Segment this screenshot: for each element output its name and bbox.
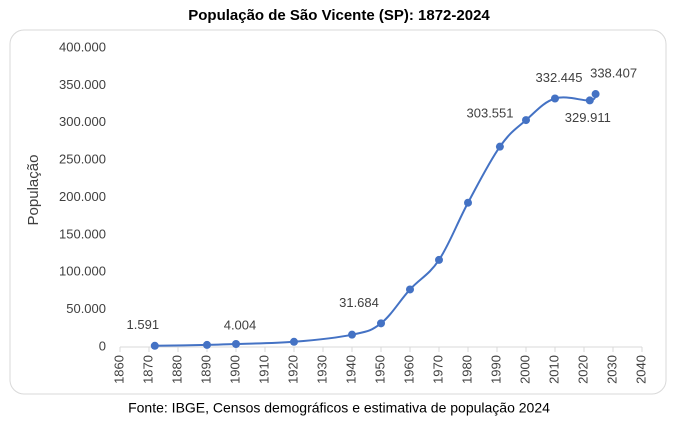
x-tick-label: 1990 [488, 355, 503, 384]
x-tick-label: 2010 [546, 355, 561, 384]
data-point [435, 255, 443, 264]
data-point [591, 90, 600, 99]
data-label: 1.591 [127, 317, 160, 332]
y-tick-label: 250.000 [59, 152, 106, 167]
data-point [203, 340, 211, 349]
data-point [585, 96, 594, 105]
x-tick-label: 1930 [314, 355, 329, 384]
x-tick-label: 1890 [198, 355, 213, 384]
trend-line [154, 93, 597, 347]
data-point [495, 142, 504, 151]
data-label: 4.004 [224, 317, 257, 332]
chart-title: População de São Vicente (SP): 1872-2024 [188, 7, 490, 24]
data-point [406, 285, 414, 294]
data-label: 31.684 [339, 295, 379, 310]
data-label: 303.551 [467, 106, 514, 121]
data-point [522, 116, 530, 125]
x-tick-label: 2030 [604, 355, 619, 384]
x-tick-label: 1910 [256, 355, 271, 384]
x-tick-label: 1900 [227, 355, 242, 384]
data-point [232, 340, 240, 349]
data-point [150, 341, 159, 350]
x-tick-label: 1860 [111, 355, 126, 384]
x-tick-label: 1870 [140, 355, 155, 384]
data-point [377, 319, 385, 328]
chart-frame [9, 29, 667, 395]
data-label: 332.445 [536, 70, 583, 85]
x-tick-label: 1970 [430, 355, 445, 384]
y-tick-label: 0 [99, 338, 106, 353]
y-tick-label: 150.000 [59, 226, 106, 241]
y-tick-label: 300.000 [59, 114, 106, 129]
y-tick-label: 100.000 [59, 264, 106, 279]
y-tick-label: 350.000 [59, 77, 106, 92]
x-tick-label: 1880 [169, 355, 184, 384]
y-tick-label: 50.000 [66, 301, 106, 316]
y-tick-label: 200.000 [59, 189, 106, 204]
x-tick-label: 2040 [633, 355, 648, 384]
x-tick-label: 1980 [459, 355, 474, 384]
y-tick-label: 400.000 [59, 39, 106, 54]
data-point [348, 330, 356, 339]
y-axis-label: População [25, 155, 42, 226]
x-tick-label: 2020 [575, 355, 590, 384]
x-tick-label: 2000 [517, 355, 532, 384]
x-tick-label: 1950 [372, 355, 387, 384]
source-note: Fonte: IBGE, Censos demográficos e estim… [128, 400, 550, 416]
x-tick-label: 1920 [285, 355, 300, 384]
x-tick-label: 1940 [343, 355, 358, 384]
data-point [290, 337, 298, 346]
data-label: 329.911 [565, 110, 611, 125]
data-point [464, 198, 472, 207]
data-point [551, 94, 559, 103]
data-label: 338.407 [590, 65, 637, 80]
x-tick-label: 1960 [401, 355, 416, 384]
